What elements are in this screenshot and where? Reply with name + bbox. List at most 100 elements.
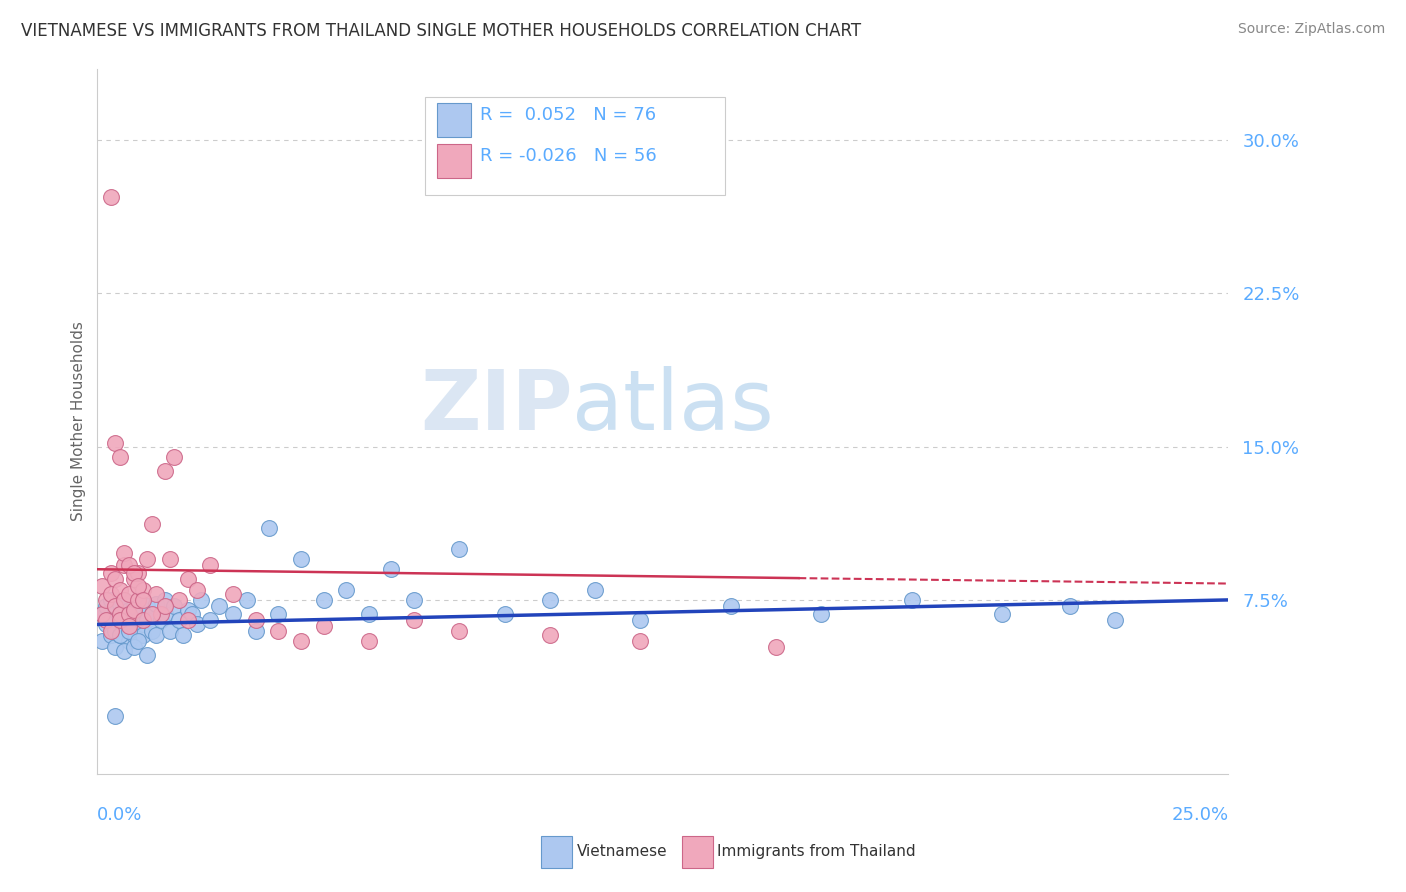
Point [122, 573, 145, 587]
Point [141, 607, 163, 622]
Point [108, 582, 131, 597]
Point [114, 558, 136, 573]
Point [141, 607, 163, 622]
Point [122, 607, 145, 622]
Point [155, 599, 177, 613]
Y-axis label: Single Mother Households: Single Mother Households [72, 321, 86, 521]
Point [163, 599, 186, 613]
Point [108, 450, 131, 464]
Point [100, 593, 122, 607]
Point [312, 593, 335, 607]
Point [200, 613, 222, 627]
Point [108, 607, 131, 622]
Point [114, 593, 136, 607]
Point [96, 593, 118, 607]
Point [118, 624, 141, 638]
Point [90, 607, 112, 622]
Point [131, 603, 153, 617]
Point [108, 613, 131, 627]
Point [181, 607, 204, 622]
Point [245, 613, 267, 627]
Point [163, 450, 186, 464]
Point [208, 599, 231, 613]
Point [765, 640, 787, 654]
FancyBboxPatch shape [437, 144, 471, 178]
Point [141, 624, 163, 638]
Point [90, 579, 112, 593]
Point [245, 624, 267, 638]
Point [104, 435, 127, 450]
Point [122, 640, 145, 654]
Text: ZIP: ZIP [420, 367, 572, 448]
Point [114, 617, 136, 632]
Point [100, 190, 122, 204]
Point [90, 633, 112, 648]
Point [100, 566, 122, 581]
Point [810, 607, 832, 622]
Point [177, 573, 200, 587]
Point [131, 627, 153, 641]
Point [449, 624, 471, 638]
Point [583, 582, 606, 597]
Point [104, 624, 127, 638]
Point [122, 599, 145, 613]
Point [100, 627, 122, 641]
Point [136, 648, 159, 662]
Point [449, 541, 471, 556]
Point [118, 607, 141, 622]
Point [118, 603, 141, 617]
Point [141, 517, 163, 532]
Point [118, 624, 141, 638]
Point [114, 644, 136, 658]
Point [127, 593, 149, 607]
Point [190, 593, 212, 607]
Point [494, 607, 516, 622]
Point [108, 627, 131, 641]
Point [127, 633, 149, 648]
Point [122, 627, 145, 641]
Point [357, 633, 380, 648]
Point [267, 607, 290, 622]
Text: Vietnamese: Vietnamese [576, 845, 666, 859]
Point [90, 607, 112, 622]
Point [122, 603, 145, 617]
Point [118, 587, 141, 601]
Point [96, 617, 118, 632]
Point [100, 624, 122, 638]
Point [167, 613, 190, 627]
Point [186, 617, 208, 632]
Text: R =  0.052   N = 76: R = 0.052 N = 76 [479, 106, 655, 124]
Point [1104, 613, 1126, 627]
Point [127, 593, 149, 607]
Point [1059, 599, 1081, 613]
Point [104, 599, 127, 613]
Point [402, 613, 425, 627]
Point [96, 599, 118, 613]
Point [235, 593, 257, 607]
Point [186, 582, 208, 597]
Text: 0.0%: 0.0% [97, 806, 143, 824]
Point [200, 558, 222, 573]
Point [720, 599, 742, 613]
Point [108, 627, 131, 641]
Point [114, 607, 136, 622]
Point [114, 593, 136, 607]
Point [131, 593, 153, 607]
Point [290, 633, 312, 648]
Point [267, 624, 290, 638]
Point [104, 640, 127, 654]
Point [114, 546, 136, 560]
Point [108, 609, 131, 624]
Point [628, 633, 651, 648]
Point [104, 573, 127, 587]
Point [122, 566, 145, 581]
Text: VIETNAMESE VS IMMIGRANTS FROM THAILAND SINGLE MOTHER HOUSEHOLDS CORRELATION CHAR: VIETNAMESE VS IMMIGRANTS FROM THAILAND S… [21, 22, 862, 40]
Point [538, 593, 561, 607]
Point [155, 593, 177, 607]
Point [167, 593, 190, 607]
Point [118, 633, 141, 648]
Point [127, 566, 149, 581]
Point [290, 552, 312, 566]
Point [259, 521, 281, 535]
Point [104, 709, 127, 723]
